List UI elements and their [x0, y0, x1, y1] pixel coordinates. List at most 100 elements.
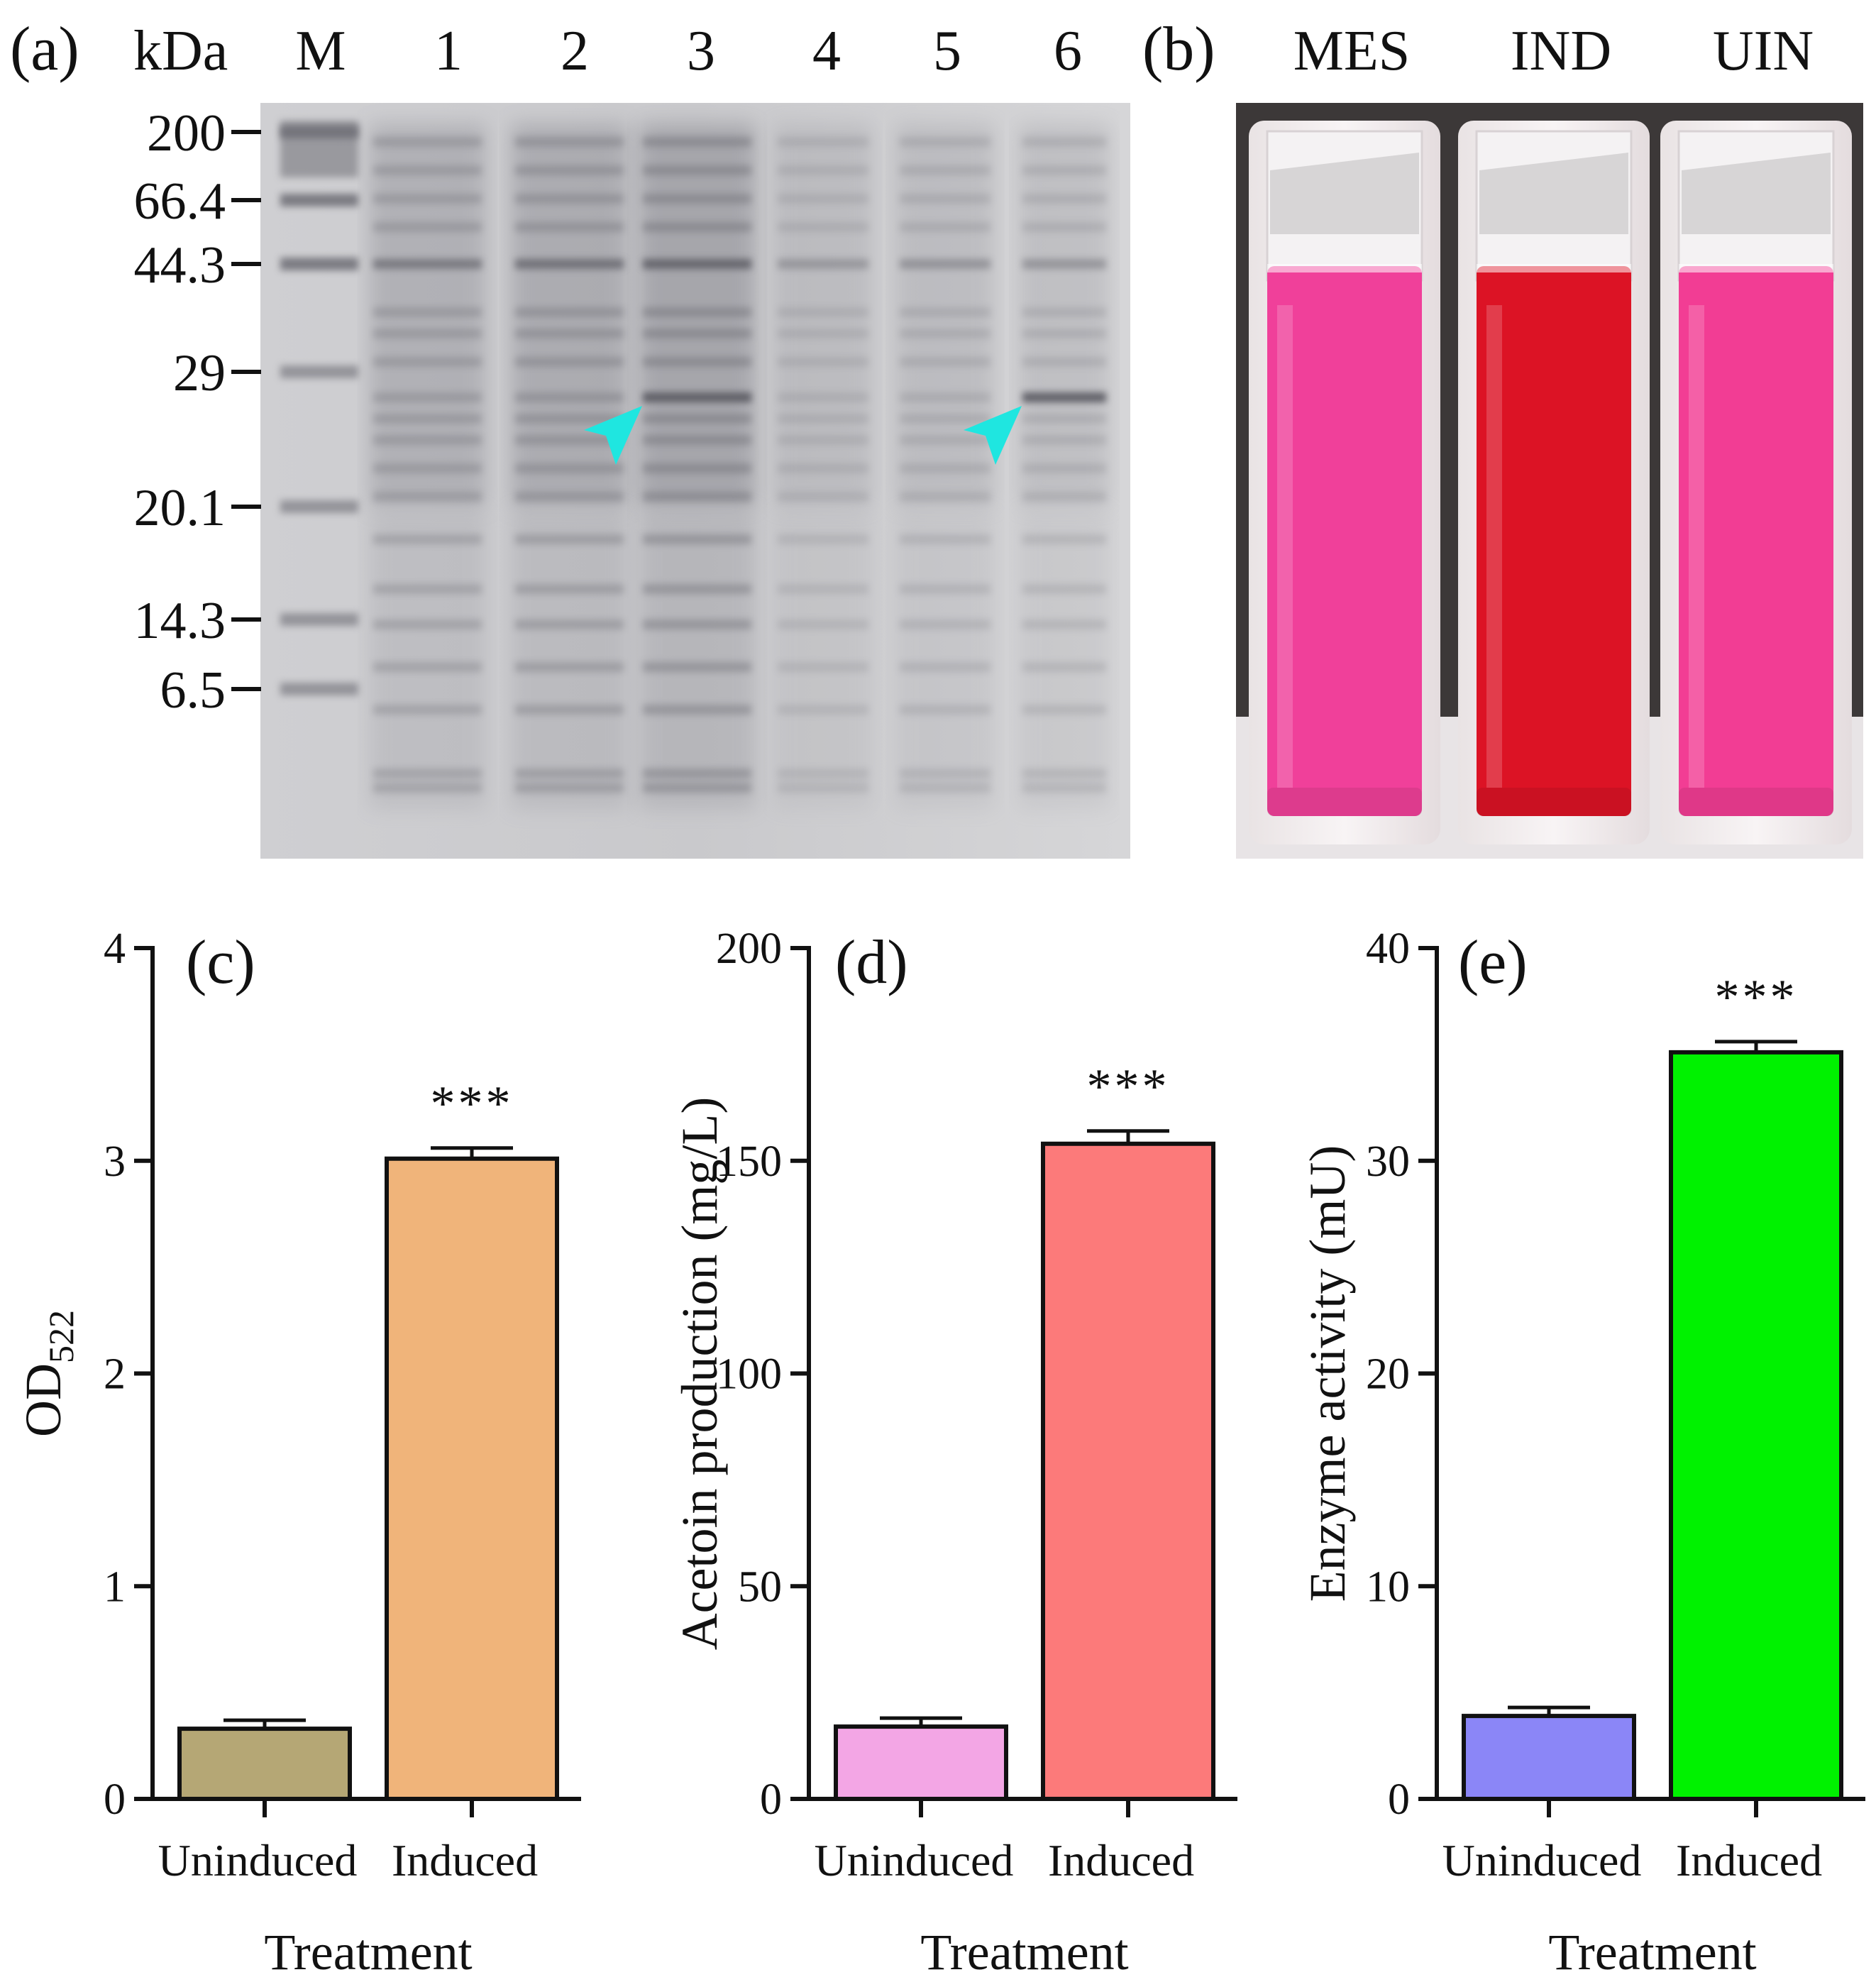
gel-band	[778, 222, 868, 232]
gel-band	[778, 329, 868, 338]
gel-band	[1022, 137, 1106, 147]
x-tick-label: Uninduced	[1442, 1835, 1642, 1885]
gel-band	[373, 620, 482, 629]
gel-band	[1022, 392, 1106, 402]
gel-band	[1022, 705, 1106, 715]
x-axis-title: Treatment	[920, 1924, 1128, 1981]
gel-band	[1022, 534, 1106, 544]
bar-chart-c: (c) 0 1 2 3 4 Uninduced Induced *** Treatment OD52…	[15, 925, 581, 1981]
panel-label: (d)	[835, 928, 908, 997]
x-tick-label: Induced	[1048, 1835, 1194, 1885]
gel-band	[643, 584, 751, 594]
gel-band	[515, 392, 624, 402]
gel-band	[373, 165, 482, 175]
gel-band	[373, 463, 482, 473]
gel-band	[778, 414, 868, 424]
gel-band	[643, 534, 751, 544]
panel-label: (c)	[186, 928, 255, 997]
gel-band	[778, 463, 868, 473]
gel-band	[643, 414, 751, 424]
gel-band	[515, 492, 624, 502]
gel-band	[643, 165, 751, 175]
cuvette-liquid	[1477, 266, 1631, 816]
gel-lane-smear	[369, 511, 486, 809]
gel-band	[900, 137, 991, 147]
gel-band	[1022, 435, 1106, 445]
gel-band	[643, 357, 751, 367]
gel-band	[515, 137, 624, 147]
gel-band	[778, 259, 868, 269]
gel-band	[1022, 584, 1106, 594]
cuvette-reflection	[1682, 153, 1831, 234]
gel-lane-label: M	[295, 20, 346, 82]
gel-band	[515, 783, 624, 793]
y-tick-label: 100	[716, 1350, 782, 1399]
x-axis-title: Treatment	[264, 1924, 472, 1981]
bar-chart-d: (d) 0 50 100 150 200 Uninduced Induced *** Treatm…	[671, 925, 1237, 1981]
gel-band	[280, 126, 358, 138]
gel-marker-label: 66.4	[134, 172, 226, 231]
y-tick-label: 3	[104, 1138, 126, 1186]
panel-b-label: (b)	[1142, 15, 1215, 84]
gel-band	[1022, 783, 1106, 793]
gel-band	[900, 705, 991, 715]
gel-band	[373, 534, 482, 544]
gel-band	[280, 683, 358, 695]
gel-marker-label: 20.1	[134, 479, 226, 537]
gel-band	[643, 783, 751, 793]
gel-marker-label: 29	[173, 344, 226, 402]
gel-band	[373, 357, 482, 367]
panel-a-label: (a)	[10, 15, 79, 84]
cuvette-highlight	[1689, 305, 1704, 788]
gel-band	[778, 137, 868, 147]
arrow-shape	[584, 406, 642, 465]
gel-band	[778, 705, 868, 715]
gel-band	[900, 620, 991, 629]
gel-band	[643, 705, 751, 715]
y-axis-title: Acetoin production (mg/L)	[671, 1097, 728, 1651]
y-tick-label: 150	[716, 1138, 782, 1186]
gel-band	[900, 222, 991, 232]
gel-band	[1022, 194, 1106, 204]
gel-band	[1022, 414, 1106, 424]
gel-band	[1022, 492, 1106, 502]
gel-band	[643, 769, 751, 778]
gel-band	[373, 329, 482, 338]
x-tick-label: Induced	[1676, 1835, 1822, 1885]
gel-band	[515, 259, 624, 269]
gel-band	[373, 414, 482, 424]
gel-band	[900, 584, 991, 594]
y-tick-label: 2	[104, 1350, 126, 1399]
gel-band	[280, 258, 358, 270]
gel-band	[643, 463, 751, 473]
gel-band	[643, 620, 751, 629]
gel-band	[373, 783, 482, 793]
gel-lane-label: 5	[933, 20, 961, 82]
gel-band	[373, 392, 482, 402]
gel-band	[1022, 222, 1106, 232]
gel-band	[373, 222, 482, 232]
y-axis-title: Enzyme activity (mU)	[1299, 1145, 1356, 1602]
gel-band	[373, 705, 482, 715]
gel-band	[280, 613, 358, 626]
cuvette	[1249, 121, 1440, 844]
gel-band	[1022, 307, 1106, 317]
cuvette-base-shadow	[1679, 788, 1833, 816]
cuvettes	[1249, 121, 1852, 844]
bar-charts: (c) 0 1 2 3 4 Uninduced Induced *** Treatment OD52…	[15, 925, 1865, 1981]
y-axis-title-text: Acetoin production (mg/L)	[671, 1097, 728, 1651]
gel-band	[778, 165, 868, 175]
cuvette-meniscus	[1477, 264, 1631, 272]
gel-band	[373, 307, 482, 317]
gel-band	[1022, 165, 1106, 175]
gel-band	[373, 492, 482, 502]
cuvette	[1660, 121, 1852, 844]
bar	[1669, 1050, 1843, 1801]
y-tick-label: 0	[104, 1775, 126, 1824]
gel-marker-label: 44.3	[134, 236, 226, 294]
gel-band	[778, 392, 868, 402]
gel-lane-label: 1	[434, 20, 463, 82]
gel-lane-label: 3	[687, 20, 715, 82]
gel-band	[900, 357, 991, 367]
x-tick-label: Uninduced	[158, 1835, 358, 1885]
